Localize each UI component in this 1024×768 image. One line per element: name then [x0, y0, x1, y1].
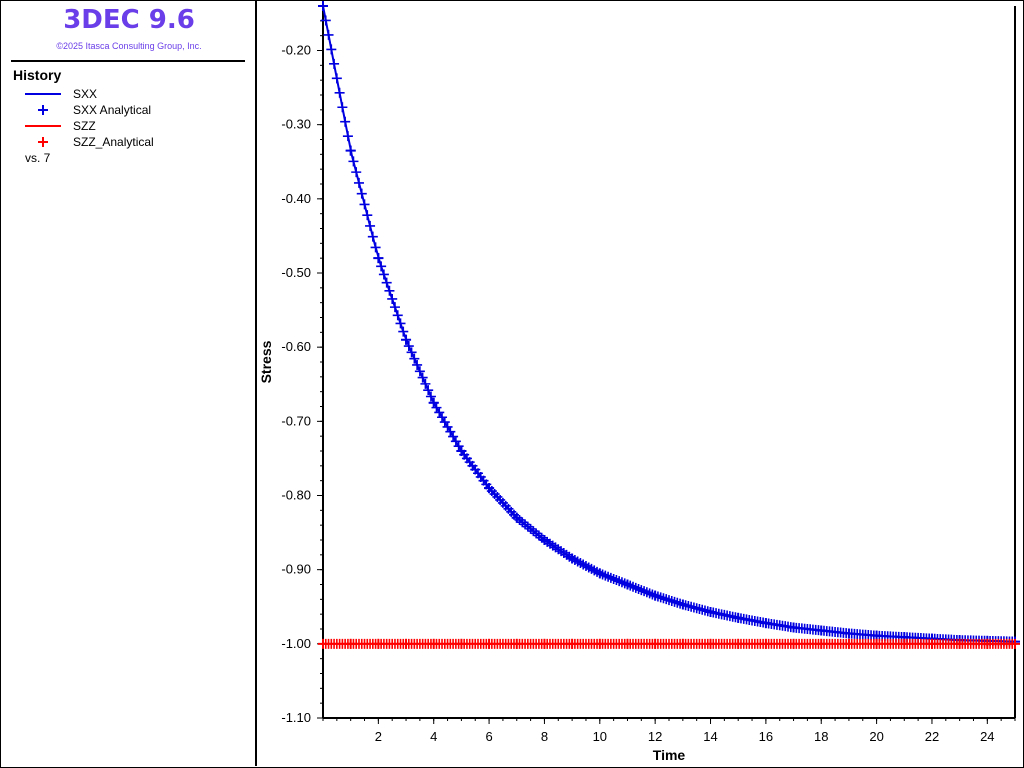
legend-label: SXX — [73, 87, 98, 101]
series-sxx — [322, 5, 1016, 643]
marker — [326, 44, 337, 55]
marker — [420, 378, 431, 389]
y-tick-label: -0.80 — [281, 488, 311, 503]
marker — [351, 167, 362, 178]
marker — [401, 334, 412, 345]
marker — [342, 131, 353, 142]
marker — [362, 210, 373, 221]
marker — [334, 87, 345, 98]
marker — [323, 29, 334, 40]
marker — [365, 220, 376, 231]
x-tick-label: 22 — [925, 729, 939, 744]
x-tick-label: 18 — [814, 729, 828, 744]
marker — [337, 102, 348, 113]
x-tick-label: 8 — [541, 729, 548, 744]
marker — [376, 261, 387, 272]
marker — [389, 302, 400, 313]
marker — [331, 73, 342, 84]
x-tick-label: 12 — [648, 729, 662, 744]
marker — [359, 199, 370, 210]
x-tick-label: 4 — [430, 729, 437, 744]
legend-swatch-sxx-analytical — [38, 105, 48, 115]
marker — [356, 188, 367, 199]
marker — [423, 385, 434, 396]
marker — [398, 326, 409, 337]
series-sxx-analytical — [318, 1, 1020, 647]
marker — [367, 231, 378, 242]
x-tick-label: 2 — [375, 729, 382, 744]
title-divider — [11, 60, 245, 62]
y-tick-label: -1.00 — [281, 636, 311, 651]
marker — [370, 242, 381, 253]
x-tick-label: 10 — [593, 729, 607, 744]
marker — [425, 391, 436, 402]
legend-vs-label: vs. 7 — [25, 151, 51, 165]
marker — [348, 156, 359, 167]
marker — [320, 15, 331, 26]
marker — [345, 145, 356, 156]
marker — [1007, 638, 1018, 649]
y-tick-label: -0.40 — [281, 191, 311, 206]
plus-marker-icon — [38, 105, 48, 115]
copyright-text: ©2025 Itasca Consulting Group, Inc. — [56, 41, 202, 51]
legend-swatch-szz-analytical — [38, 137, 48, 147]
x-tick-label: 6 — [485, 729, 492, 744]
line-swatch-icon — [25, 93, 61, 95]
legend-panel: 3DEC 9.6 ©2025 Itasca Consulting Group, … — [1, 1, 257, 766]
data-point — [318, 1, 328, 11]
line-swatch-icon — [25, 125, 61, 127]
y-axis-title: Stress — [258, 340, 274, 383]
y-tick-label: -0.50 — [281, 265, 311, 280]
y-tick-label: -0.90 — [281, 562, 311, 577]
marker — [329, 58, 340, 69]
x-axis-title: Time — [653, 747, 686, 763]
marker — [403, 341, 414, 352]
marker — [378, 269, 389, 280]
marker — [353, 177, 364, 188]
series-line — [322, 5, 1016, 643]
marker — [395, 318, 406, 329]
legend-label: SZZ — [73, 119, 96, 133]
marker — [406, 347, 417, 358]
marker — [392, 310, 403, 321]
y-tick-label: -0.60 — [281, 339, 311, 354]
marker — [340, 116, 351, 127]
y-tick-label: -0.20 — [281, 43, 311, 58]
series-szz-analytical — [318, 638, 1020, 649]
marker — [417, 372, 428, 383]
history-plot: -0.20 -0.30 -0.40 -0.50 -0.60 -0.70 -0.80 -0.90… — [258, 1, 1020, 763]
y-tick-label: -1.10 — [281, 710, 311, 725]
plot-series — [318, 1, 1020, 649]
y-tick-label: -0.70 — [281, 413, 311, 428]
marker — [381, 277, 392, 288]
axes — [317, 5, 1016, 724]
x-tick-label: 24 — [980, 729, 994, 744]
marker — [409, 353, 420, 364]
y-tick-label: -0.30 — [281, 117, 311, 132]
app-title: 3DEC 9.6 — [63, 5, 195, 35]
legend-label: SZZ_Analytical — [73, 135, 154, 149]
legend-label: SXX Analytical — [73, 103, 152, 117]
x-tick-label: 20 — [869, 729, 883, 744]
legend-title: History — [13, 67, 62, 83]
marker — [414, 366, 425, 377]
marker — [373, 253, 384, 264]
x-tick-label: 14 — [703, 729, 717, 744]
tick-labels: -0.20 -0.30 -0.40 -0.50 -0.60 -0.70 -0.80 -0.90… — [281, 43, 994, 745]
marker — [384, 285, 395, 296]
marker — [412, 359, 423, 370]
plus-marker-icon — [38, 137, 48, 147]
marker — [387, 293, 398, 304]
x-tick-label: 16 — [759, 729, 773, 744]
